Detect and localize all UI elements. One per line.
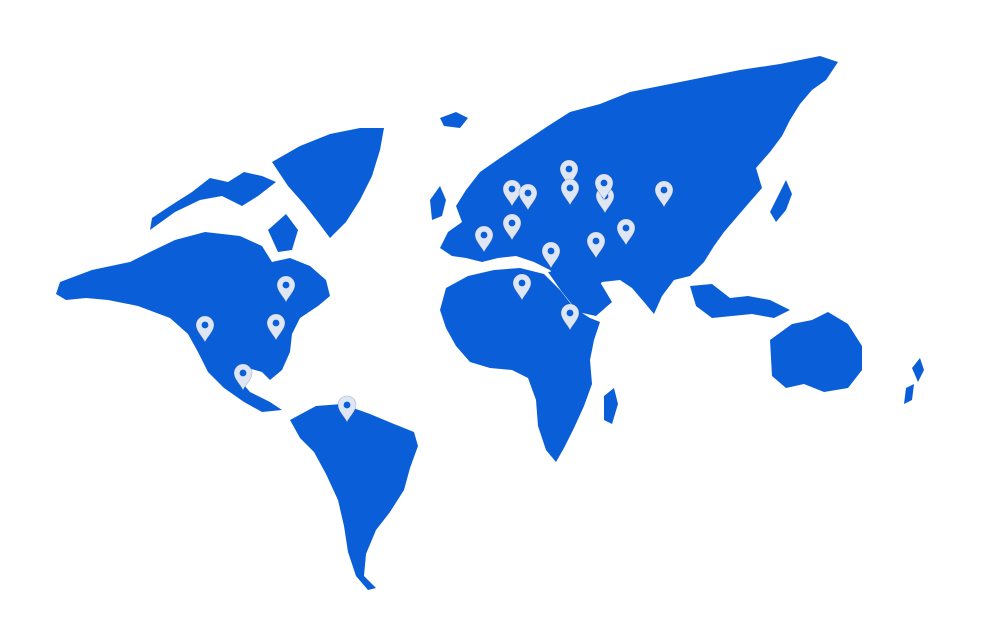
africa: [440, 268, 600, 462]
map-pin-icon[interactable]: [337, 395, 357, 423]
map-pin-icon[interactable]: [560, 303, 580, 331]
japan: [770, 180, 792, 222]
madagascar: [604, 388, 618, 424]
north-america: [56, 232, 330, 412]
map-pin-icon[interactable]: [276, 275, 296, 303]
south-america: [290, 404, 418, 590]
map-pin-icon[interactable]: [512, 273, 532, 301]
map-pin-icon[interactable]: [502, 213, 522, 241]
iceland: [440, 112, 468, 128]
map-pin-icon[interactable]: [474, 225, 494, 253]
map-pin-icon[interactable]: [594, 173, 614, 201]
map-pin-icon[interactable]: [654, 180, 674, 208]
map-pin-icon[interactable]: [559, 159, 579, 187]
australia: [770, 312, 862, 392]
baffin-island: [268, 214, 298, 252]
map-pin-icon[interactable]: [560, 178, 580, 206]
map-pin-icon[interactable]: [195, 315, 215, 343]
arabia: [548, 268, 612, 316]
map-pin-icon[interactable]: [541, 241, 561, 269]
map-pin-icon[interactable]: [518, 183, 538, 211]
map-pin-icon[interactable]: [616, 218, 636, 246]
map-pin-icon[interactable]: [502, 179, 522, 207]
eurasia: [440, 56, 838, 314]
great-britain: [430, 186, 446, 220]
map-pin-icon[interactable]: [266, 313, 286, 341]
markers: [195, 159, 674, 423]
continents: [56, 56, 924, 590]
map-pin-icon[interactable]: [586, 231, 606, 259]
arctic-islands: [150, 172, 276, 230]
greenland: [272, 128, 384, 238]
new-zealand: [904, 358, 924, 404]
southeast-asia: [690, 284, 790, 318]
map-pin-icon[interactable]: [233, 363, 253, 391]
